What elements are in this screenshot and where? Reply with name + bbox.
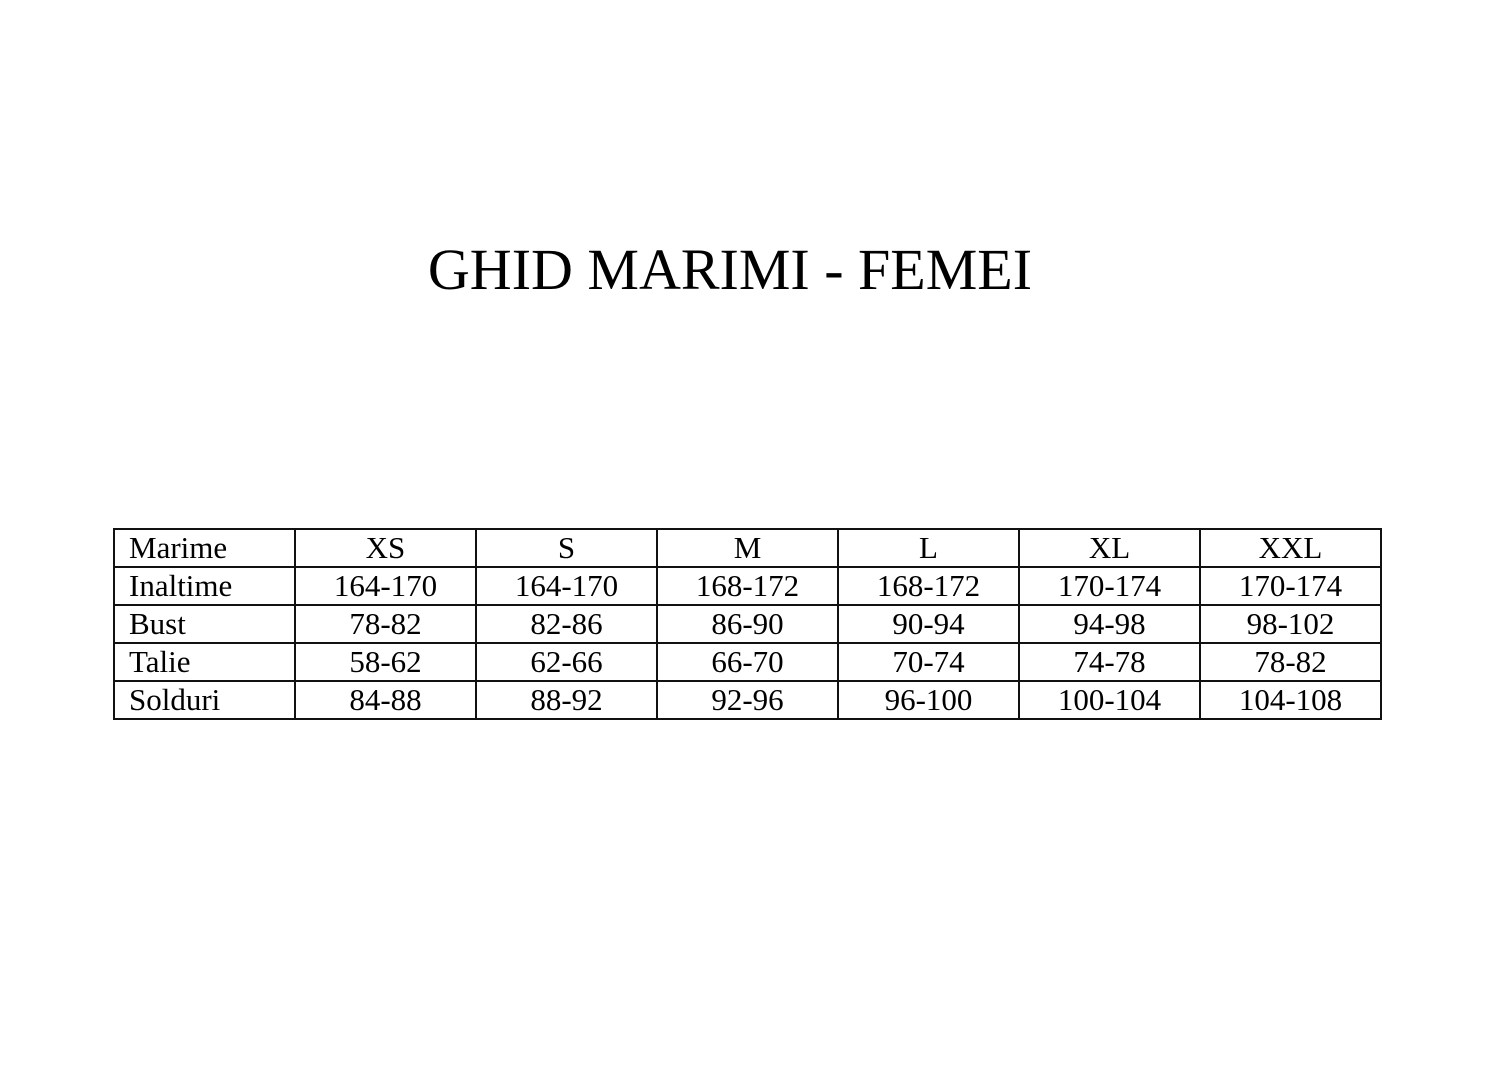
value-cell: 96-100: [837, 680, 1020, 720]
value-cell: 70-74: [837, 642, 1020, 682]
value-cell: 88-92: [475, 680, 658, 720]
value-cell: 90-94: [837, 604, 1020, 644]
header-label-cell: Marime: [113, 528, 296, 568]
header-row: Marime XS S M L XL XXL: [113, 528, 1382, 568]
size-header-cell: M: [656, 528, 839, 568]
value-cell: 66-70: [656, 642, 839, 682]
size-chart-table: Marime XS S M L XL XXL Inaltime 164-170 164-170 16…: [113, 528, 1382, 720]
value-cell: 62-66: [475, 642, 658, 682]
size-header-cell: XL: [1018, 528, 1201, 568]
table-row: Solduri 84-88 88-92 92-96 96-100 100-104 104-1…: [113, 680, 1382, 720]
value-cell: 78-82: [1199, 642, 1382, 682]
value-cell: 170-174: [1018, 566, 1201, 606]
row-label-cell: Inaltime: [113, 566, 296, 606]
value-cell: 164-170: [294, 566, 477, 606]
value-cell: 168-172: [837, 566, 1020, 606]
size-header-cell: XS: [294, 528, 477, 568]
table-row: Bust 78-82 82-86 86-90 90-94 94-98 98-102: [113, 604, 1382, 644]
row-label-cell: Talie: [113, 642, 296, 682]
value-cell: 94-98: [1018, 604, 1201, 644]
size-header-cell: L: [837, 528, 1020, 568]
value-cell: 100-104: [1018, 680, 1201, 720]
value-cell: 86-90: [656, 604, 839, 644]
value-cell: 98-102: [1199, 604, 1382, 644]
value-cell: 58-62: [294, 642, 477, 682]
value-cell: 78-82: [294, 604, 477, 644]
table-row: Talie 58-62 62-66 66-70 70-74 74-78 78-82: [113, 642, 1382, 682]
row-label-cell: Solduri: [113, 680, 296, 720]
value-cell: 104-108: [1199, 680, 1382, 720]
table-row: Inaltime 164-170 164-170 168-172 168-172 170-…: [113, 566, 1382, 606]
value-cell: 84-88: [294, 680, 477, 720]
value-cell: 168-172: [656, 566, 839, 606]
value-cell: 82-86: [475, 604, 658, 644]
value-cell: 74-78: [1018, 642, 1201, 682]
value-cell: 164-170: [475, 566, 658, 606]
value-cell: 170-174: [1199, 566, 1382, 606]
value-cell: 92-96: [656, 680, 839, 720]
page-title: GHID MARIMI - FEMEI: [427, 237, 1033, 302]
size-header-cell: S: [475, 528, 658, 568]
size-header-cell: XXL: [1199, 528, 1382, 568]
row-label-cell: Bust: [113, 604, 296, 644]
